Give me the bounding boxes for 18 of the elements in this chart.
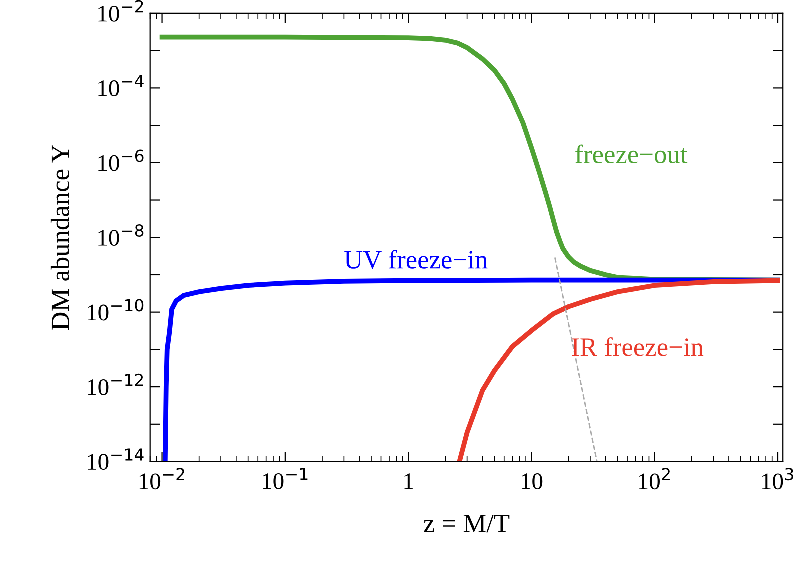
y-tick-label: 10$^{−8}$ [98, 224, 144, 246]
y-axis-title: DM abundance Y [50, 144, 70, 330]
x-tick-label: 10$^{−1}$ [263, 468, 308, 490]
y-tick-label: 10$^{−10}$ [88, 299, 144, 321]
y-tick-label: 10$^{−14}$ [88, 448, 144, 470]
series-label: IR freeze−in [572, 337, 704, 356]
y-tick-label: 10$^{−12}$ [88, 374, 144, 396]
x-axis-title: z = M/T [424, 514, 510, 533]
y-tick-label: 10$^{−2}$ [98, 0, 144, 22]
x-tick-label: 10 [522, 474, 543, 490]
x-tick-label: 10$^{2}$ [639, 468, 670, 490]
series-label: UV freeze−in [344, 250, 488, 270]
series-label: freeze−out [576, 144, 688, 164]
x-tick-label: 1 [404, 474, 414, 490]
x-tick-label: 10$^{3}$ [762, 468, 794, 490]
y-tick-label: 10$^{−6}$ [98, 150, 144, 172]
y-tick-label: 10$^{−4}$ [98, 75, 144, 96]
x-tick-label: 10$^{−2}$ [140, 468, 184, 490]
